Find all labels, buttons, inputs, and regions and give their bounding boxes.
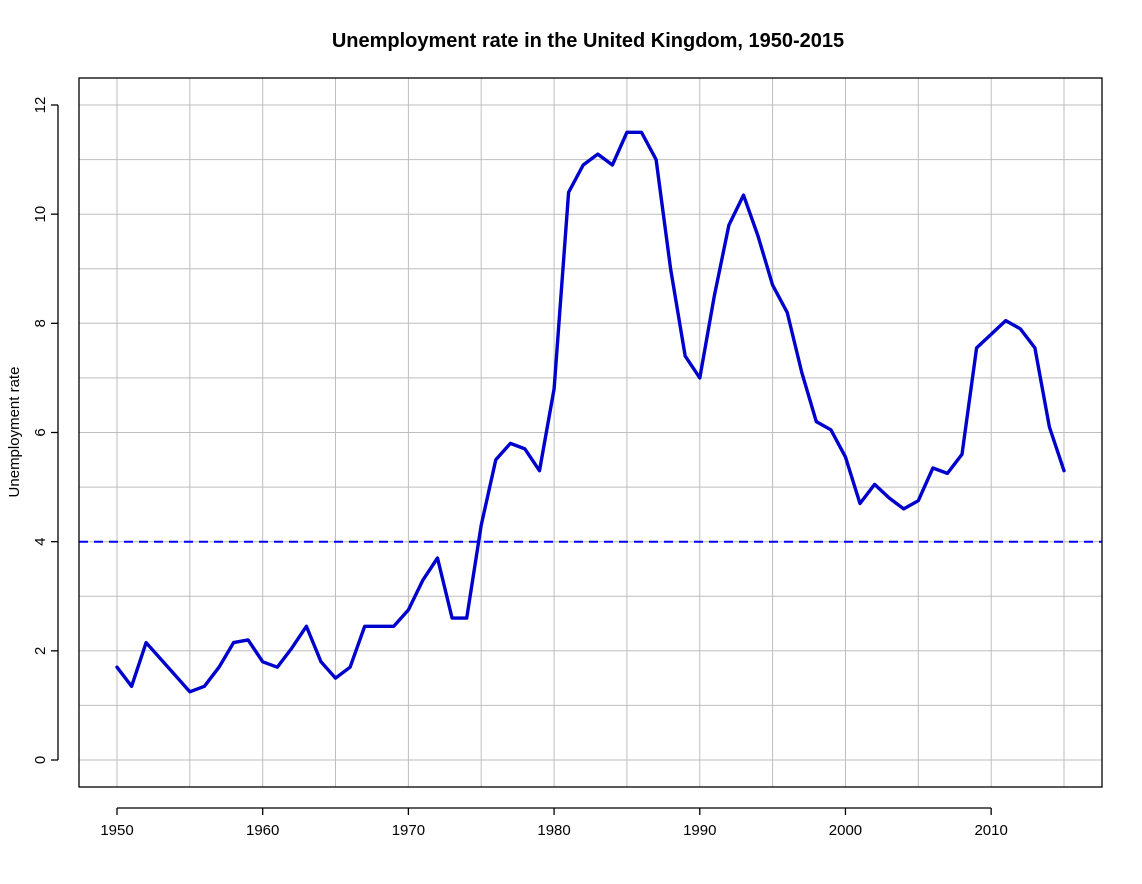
y-tick-label: 12 xyxy=(32,97,49,114)
x-tick-label: 1970 xyxy=(392,822,425,839)
x-tick-label: 1960 xyxy=(246,822,279,839)
series-group xyxy=(115,130,1066,694)
y-tick-label: 4 xyxy=(32,537,49,545)
x-tick-label: 2010 xyxy=(974,822,1007,839)
series-line-0 xyxy=(115,130,1066,694)
x-tick-label: 1950 xyxy=(100,822,133,839)
y-tick-label: 10 xyxy=(32,206,49,223)
chart-title: Unemployment rate in the United Kingdom,… xyxy=(332,30,844,52)
y-tick-label: 6 xyxy=(32,428,49,436)
plot-frame xyxy=(78,77,1103,788)
y-axis-label: Unemployment rate xyxy=(6,367,23,498)
y-axis: 0 2 4 6 8 10 12 xyxy=(32,97,59,764)
x-tick-label: 1980 xyxy=(537,822,570,839)
x-axis: 1950 1960 1970 1980 1990 2000 2010 xyxy=(100,807,1008,839)
y-tick-label: 2 xyxy=(32,647,49,655)
x-tick-label: 2000 xyxy=(829,822,862,839)
x-tick-label: 1990 xyxy=(683,822,716,839)
y-tick-label: 8 xyxy=(32,319,49,327)
grid xyxy=(79,78,1102,787)
y-tick-label: 0 xyxy=(32,756,49,764)
